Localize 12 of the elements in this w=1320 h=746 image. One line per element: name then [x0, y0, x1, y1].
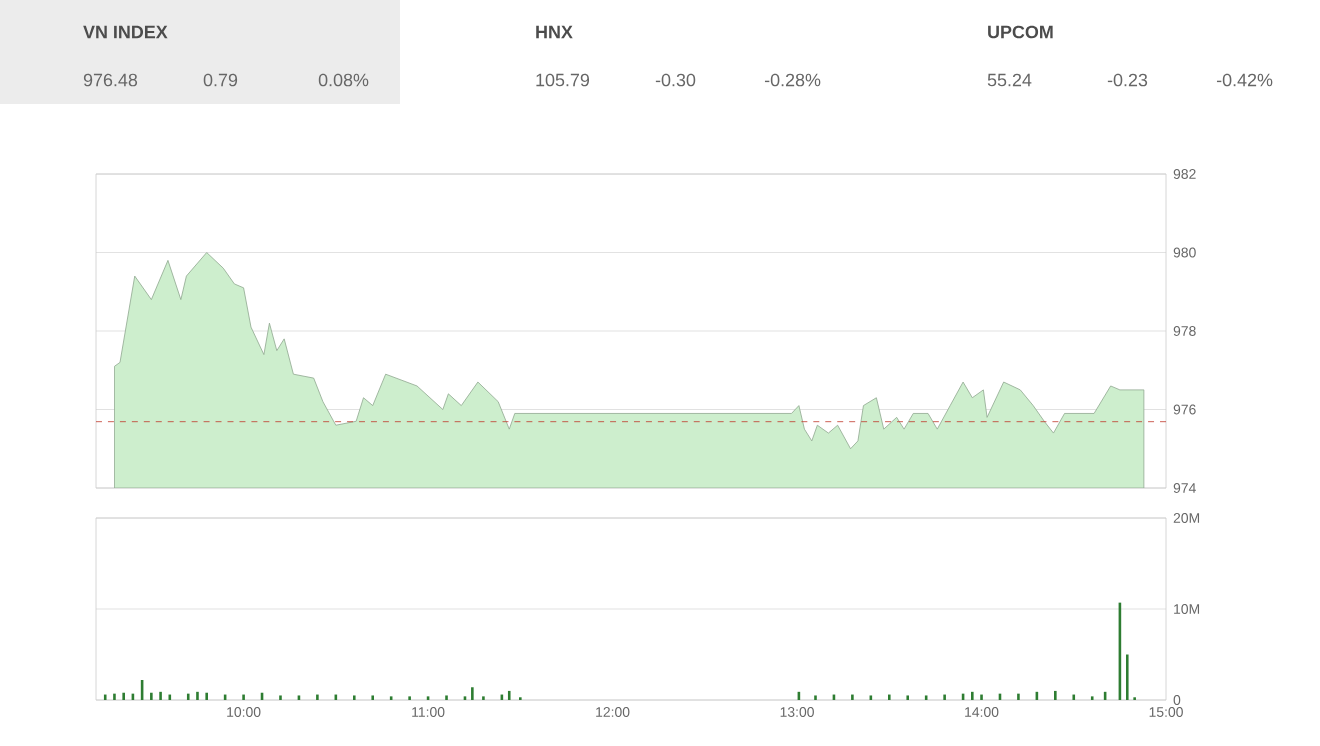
text: -0.23	[1107, 73, 1148, 87]
text: 105.79	[536, 73, 590, 87]
text: 976.48	[83, 73, 138, 87]
text: VN INDEX	[83, 25, 168, 39]
text: HNX	[536, 25, 573, 39]
text: -0.30	[655, 73, 696, 87]
text: UPCOM	[988, 25, 1053, 39]
text: 0.79	[203, 73, 238, 87]
text: 0.08%	[318, 73, 369, 87]
text: -0.28%	[764, 73, 821, 87]
text: 55.24	[987, 73, 1032, 87]
text: -0.42%	[1216, 73, 1273, 87]
